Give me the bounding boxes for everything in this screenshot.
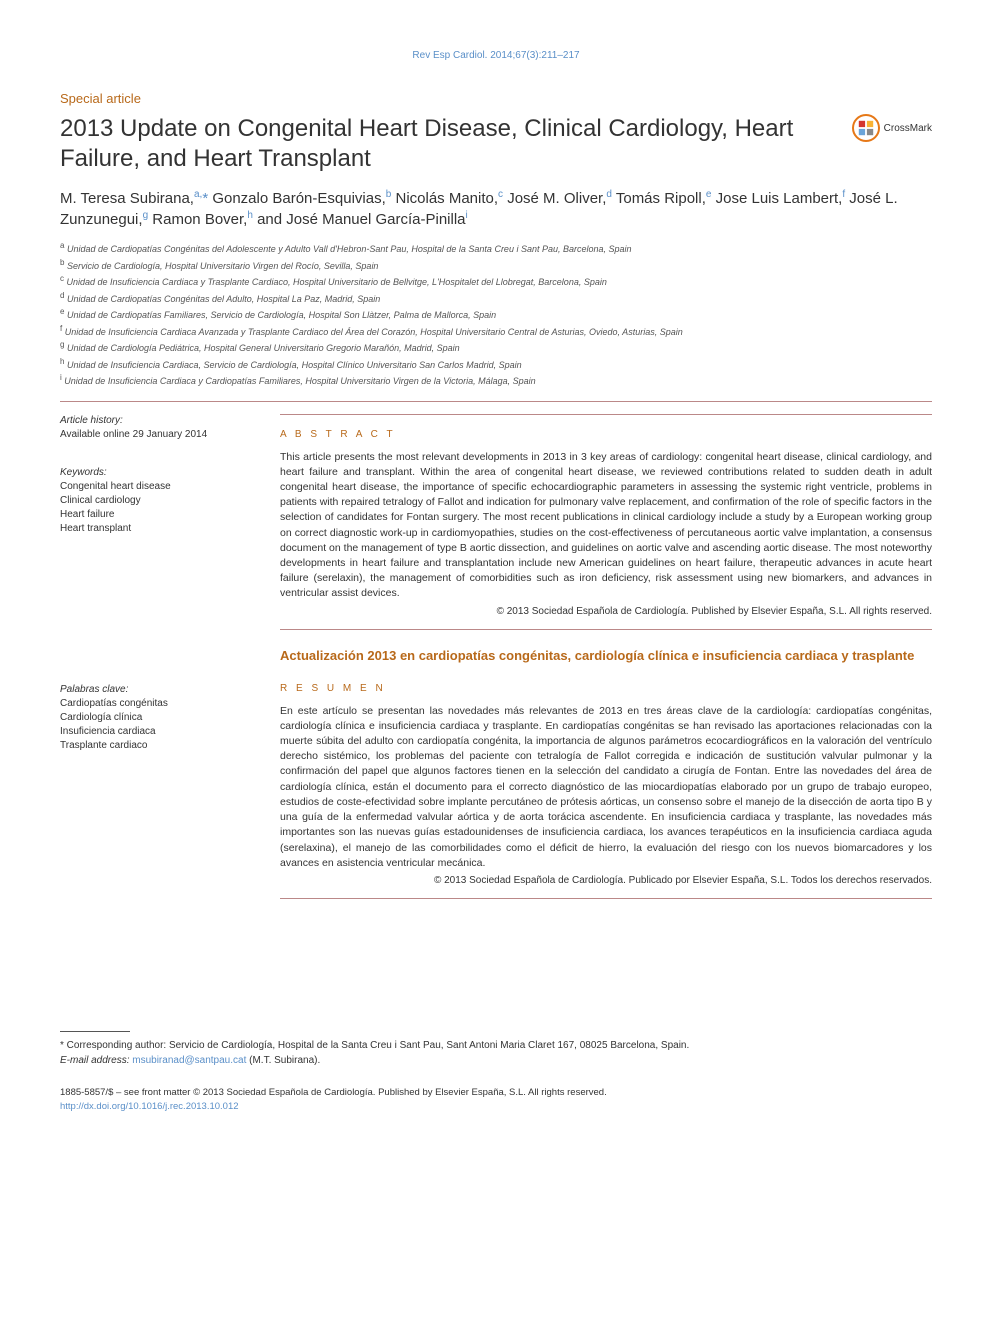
divider: [280, 898, 932, 899]
affiliation-line: i Unidad de Insuficiencia Cardiaca y Car…: [60, 372, 932, 389]
keywords-label: Keywords:: [60, 466, 240, 480]
palabras-list: Cardiopatías congénitasCardiología clíni…: [60, 697, 240, 753]
article-title: 2013 Update on Congenital Heart Disease,…: [60, 114, 832, 174]
palabras-block: Palabras clave: Cardiopatías congénitasC…: [60, 683, 240, 753]
affiliations: a Unidad de Cardiopatías Congénitas del …: [60, 240, 932, 389]
affiliation-line: d Unidad de Cardiopatías Congénitas del …: [60, 290, 932, 307]
keyword-item: Clinical cardiology: [60, 494, 240, 508]
crossmark-label: CrossMark: [884, 123, 932, 134]
history-line: Available online 29 January 2014: [60, 428, 240, 442]
divider: [280, 414, 932, 415]
keyword-item: Heart failure: [60, 508, 240, 522]
authors: M. Teresa Subirana,a,* Gonzalo Barón-Esq…: [60, 188, 932, 230]
affiliation-line: h Unidad de Insuficiencia Cardiaca, Serv…: [60, 356, 932, 373]
divider: [280, 629, 932, 630]
palabra-item: Trasplante cardiaco: [60, 739, 240, 753]
resumen-label: R E S U M E N: [280, 683, 932, 694]
corresponding-author: * Corresponding author: Servicio de Card…: [60, 1038, 932, 1068]
footer-note: 1885-5857/$ – see front matter © 2013 So…: [60, 1086, 932, 1115]
keyword-item: Heart transplant: [60, 522, 240, 536]
corresponding-email-link[interactable]: msubiranad@santpau.cat: [132, 1055, 246, 1066]
divider: [60, 401, 932, 402]
corresponding-name: (M.T. Subirana).: [249, 1055, 320, 1066]
abstract-text: This article presents the most relevant …: [280, 450, 932, 602]
abstract-label: A B S T R A C T: [280, 429, 932, 440]
footnote-rule: [60, 1031, 130, 1032]
affiliation-line: e Unidad de Cardiopatías Familiares, Ser…: [60, 306, 932, 323]
journal-citation: Rev Esp Cardiol. 2014;67(3):211–217: [60, 50, 932, 61]
resumen-text: En este artículo se presentan las noveda…: [280, 704, 932, 871]
resumen-copyright: © 2013 Sociedad Española de Cardiología.…: [280, 875, 932, 886]
keyword-item: Congenital heart disease: [60, 480, 240, 494]
crossmark-badge[interactable]: CrossMark: [852, 114, 932, 142]
keywords-list: Congenital heart diseaseClinical cardiol…: [60, 480, 240, 536]
spanish-title: Actualización 2013 en cardiopatías congé…: [280, 648, 932, 665]
affiliation-line: f Unidad de Insuficiencia Cardiaca Avanz…: [60, 323, 932, 340]
footer-line1: 1885-5857/$ – see front matter © 2013 So…: [60, 1086, 932, 1100]
affiliation-line: g Unidad de Cardiología Pediátrica, Hosp…: [60, 339, 932, 356]
history-label: Article history:: [60, 414, 240, 428]
palabras-label: Palabras clave:: [60, 683, 240, 697]
abstract-copyright: © 2013 Sociedad Española de Cardiología.…: [280, 606, 932, 617]
affiliation-line: b Servicio de Cardiología, Hospital Univ…: [60, 257, 932, 274]
email-label: E-mail address:: [60, 1055, 129, 1066]
crossmark-icon: [852, 114, 880, 142]
palabra-item: Insuficiencia cardiaca: [60, 725, 240, 739]
doi-link[interactable]: http://dx.doi.org/10.1016/j.rec.2013.10.…: [60, 1101, 239, 1112]
palabra-item: Cardiología clínica: [60, 711, 240, 725]
article-history: Article history: Available online 29 Jan…: [60, 414, 240, 442]
corresponding-text: * Corresponding author: Servicio de Card…: [60, 1038, 932, 1053]
palabra-item: Cardiopatías congénitas: [60, 697, 240, 711]
keywords-block: Keywords: Congenital heart diseaseClinic…: [60, 466, 240, 536]
affiliation-line: a Unidad de Cardiopatías Congénitas del …: [60, 240, 932, 257]
affiliation-line: c Unidad de Insuficiencia Cardiaca y Tra…: [60, 273, 932, 290]
section-label: Special article: [60, 91, 932, 106]
